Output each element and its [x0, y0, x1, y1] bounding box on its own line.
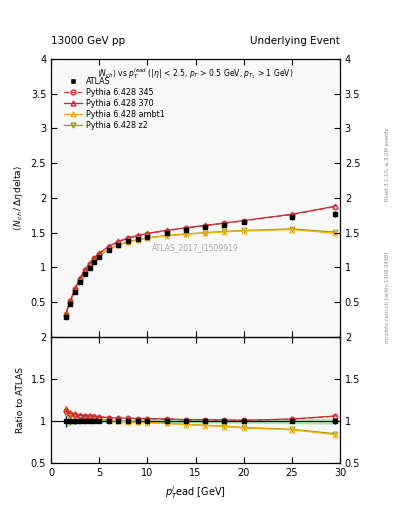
Text: $\langle N_{ch}\rangle$ vs $p_T^{lead}$ ($|\eta|$ < 2.5, $p_T$ > 0.5 GeV, $p_{T_: $\langle N_{ch}\rangle$ vs $p_T^{lead}$ …: [97, 66, 294, 81]
Legend: ATLAS, Pythia 6.428 345, Pythia 6.428 370, Pythia 6.428 ambt1, Pythia 6.428 z2: ATLAS, Pythia 6.428 345, Pythia 6.428 37…: [64, 77, 164, 130]
Text: 13000 GeV pp: 13000 GeV pp: [51, 36, 125, 46]
Text: Rivet 3.1.10, ≥ 3.2M events: Rivet 3.1.10, ≥ 3.2M events: [385, 127, 389, 201]
Y-axis label: Ratio to ATLAS: Ratio to ATLAS: [16, 367, 25, 433]
Text: mcplots.cern.ch [arXiv:1306.3436]: mcplots.cern.ch [arXiv:1306.3436]: [385, 251, 389, 343]
Y-axis label: $\langle\, N_{ch}\,/\,\Delta\eta\,\mathrm{delta}\rangle$: $\langle\, N_{ch}\,/\,\Delta\eta\,\mathr…: [12, 165, 25, 231]
Text: Underlying Event: Underlying Event: [250, 36, 340, 46]
Text: ATLAS_2017_I1509919: ATLAS_2017_I1509919: [152, 244, 239, 252]
X-axis label: $p_T^l$ead [GeV]: $p_T^l$ead [GeV]: [165, 484, 226, 501]
